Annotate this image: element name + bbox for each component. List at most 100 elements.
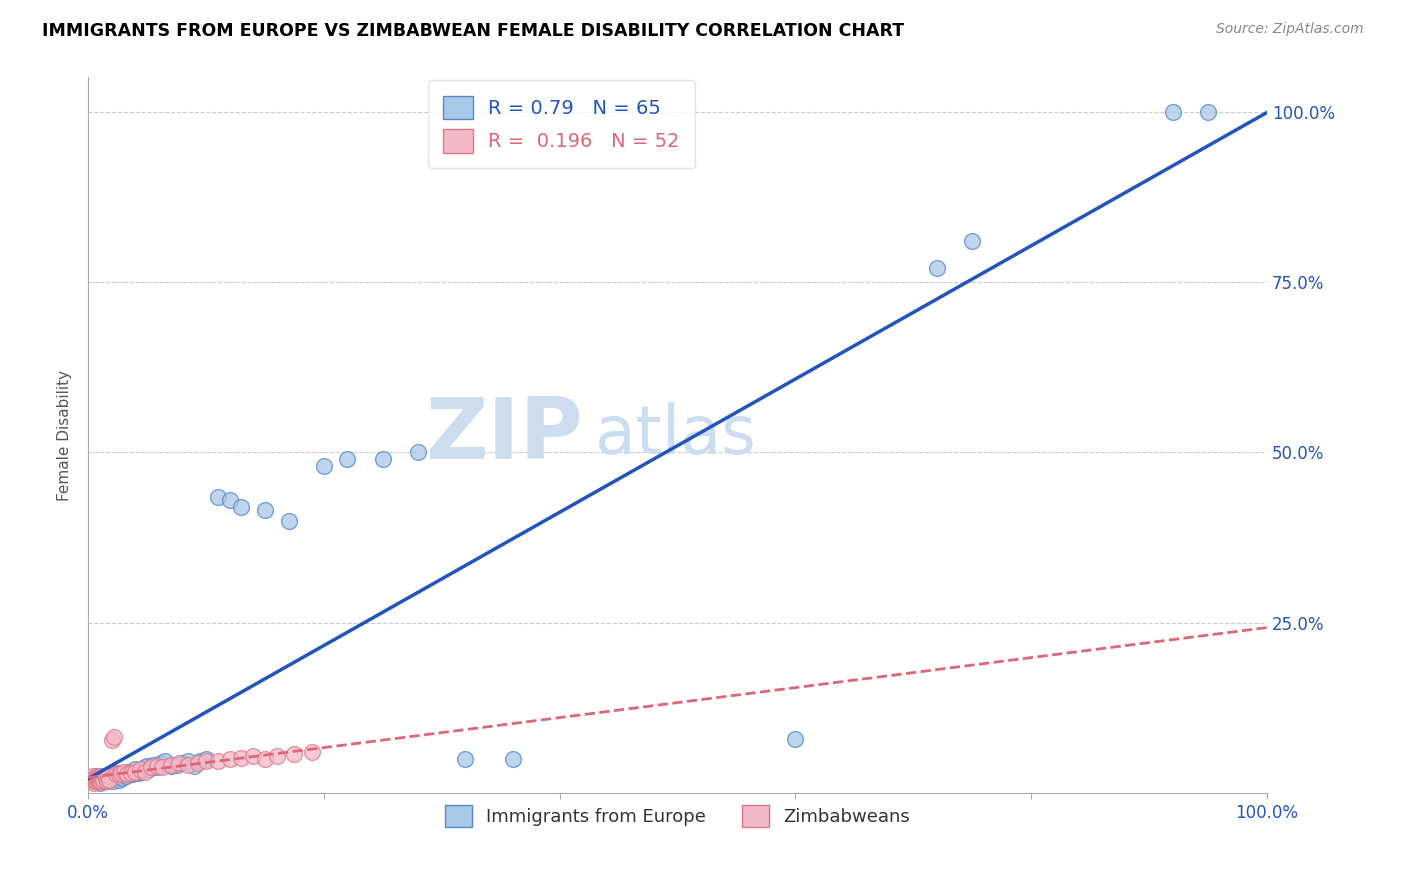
Point xyxy=(134,764,156,779)
Point xyxy=(301,746,323,760)
Point xyxy=(115,769,138,783)
Point xyxy=(122,765,145,780)
Point xyxy=(120,765,142,780)
Point xyxy=(96,774,118,789)
Point xyxy=(231,500,253,514)
Point xyxy=(107,772,129,786)
Point xyxy=(129,764,152,779)
Point xyxy=(266,748,288,763)
Point xyxy=(253,503,276,517)
Point xyxy=(83,772,105,786)
Point xyxy=(91,772,114,786)
Point xyxy=(115,767,138,781)
Point xyxy=(84,774,107,789)
Point xyxy=(283,747,305,761)
Point xyxy=(94,772,117,786)
Point xyxy=(103,767,125,781)
Point xyxy=(83,772,105,787)
Point xyxy=(79,772,101,787)
Legend: Immigrants from Europe, Zimbabweans: Immigrants from Europe, Zimbabweans xyxy=(437,798,918,834)
Point xyxy=(187,756,209,770)
Point xyxy=(177,754,200,768)
Point xyxy=(86,772,108,786)
Point xyxy=(312,459,335,474)
Point xyxy=(159,759,181,773)
Point xyxy=(98,772,121,787)
Point xyxy=(86,772,108,786)
Point xyxy=(107,767,129,781)
Point xyxy=(112,767,135,781)
Point xyxy=(231,751,253,765)
Point xyxy=(82,772,104,787)
Point xyxy=(100,733,122,747)
Point xyxy=(136,759,159,773)
Point xyxy=(142,757,165,772)
Text: atlas: atlas xyxy=(595,402,756,468)
Point xyxy=(97,769,120,783)
Point xyxy=(90,772,112,787)
Point xyxy=(371,452,394,467)
Point xyxy=(124,764,146,779)
Point xyxy=(84,772,107,787)
Point xyxy=(960,234,983,248)
Point xyxy=(112,764,135,779)
Point xyxy=(118,764,141,779)
Point xyxy=(107,772,129,787)
Point xyxy=(108,769,131,783)
Text: Source: ZipAtlas.com: Source: ZipAtlas.com xyxy=(1216,22,1364,37)
Point xyxy=(89,776,111,790)
Point xyxy=(98,772,121,787)
Point xyxy=(152,760,174,774)
Point xyxy=(406,445,429,459)
Point xyxy=(134,760,156,774)
Point xyxy=(100,772,122,786)
Point xyxy=(277,514,299,528)
Point xyxy=(94,772,117,786)
Point xyxy=(83,776,105,790)
Point xyxy=(121,767,143,781)
Point xyxy=(129,763,152,777)
Text: IMMIGRANTS FROM EUROPE VS ZIMBABWEAN FEMALE DISABILITY CORRELATION CHART: IMMIGRANTS FROM EUROPE VS ZIMBABWEAN FEM… xyxy=(42,22,904,40)
Point xyxy=(195,752,218,766)
Point xyxy=(139,760,162,774)
Point xyxy=(91,774,114,789)
Point xyxy=(103,731,125,745)
Point xyxy=(87,772,110,786)
Point xyxy=(86,769,108,783)
Point xyxy=(502,752,524,766)
Point xyxy=(86,774,108,789)
Point xyxy=(93,769,115,783)
Point xyxy=(90,769,112,783)
Point xyxy=(127,765,149,780)
Point xyxy=(105,767,128,781)
Point xyxy=(207,490,229,504)
Point xyxy=(93,769,115,783)
Point xyxy=(96,774,118,789)
Point xyxy=(80,769,103,783)
Point xyxy=(82,774,104,789)
Point xyxy=(454,752,477,766)
Point xyxy=(131,763,153,777)
Point xyxy=(89,772,111,786)
Point xyxy=(785,731,807,746)
Point xyxy=(97,770,120,784)
Point xyxy=(207,754,229,768)
Point xyxy=(110,765,132,780)
Point xyxy=(87,774,110,789)
Point xyxy=(138,763,160,777)
Point xyxy=(177,757,200,772)
Point xyxy=(145,760,167,774)
Point xyxy=(86,774,108,789)
Point xyxy=(153,754,176,768)
Point xyxy=(1161,104,1184,119)
Point xyxy=(124,763,146,777)
Point xyxy=(159,757,181,772)
Point xyxy=(105,769,128,783)
Text: ZIP: ZIP xyxy=(426,394,583,477)
Point xyxy=(167,756,190,770)
Point xyxy=(188,754,211,768)
Point xyxy=(253,752,276,766)
Point xyxy=(100,769,122,783)
Point xyxy=(166,757,188,772)
Point xyxy=(336,452,359,467)
